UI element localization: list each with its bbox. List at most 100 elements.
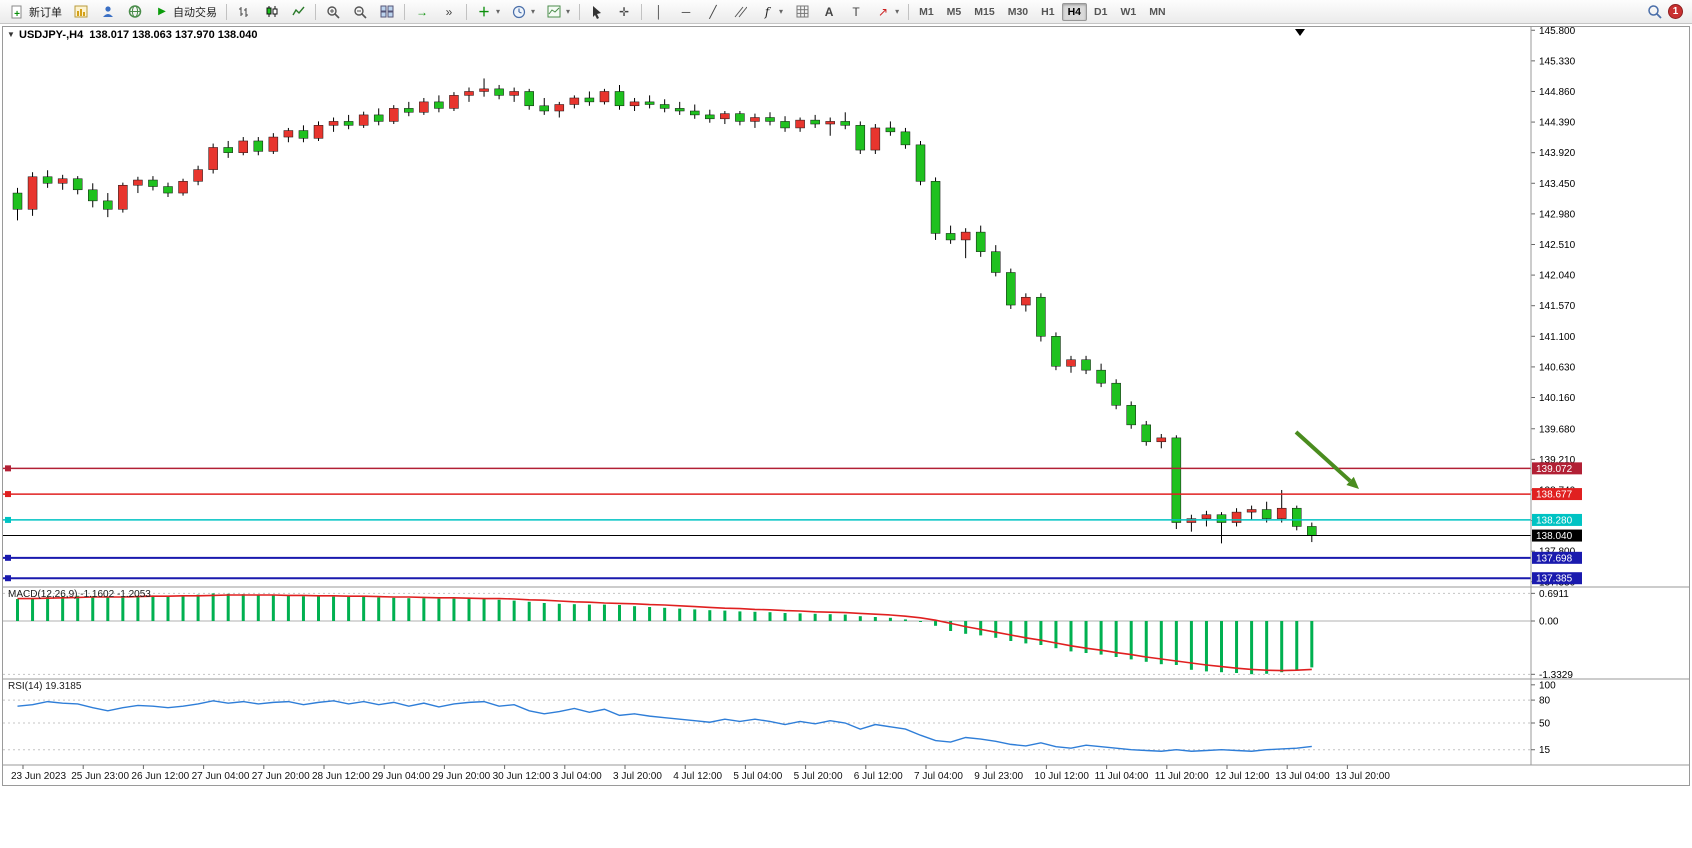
cursor-button[interactable] (584, 2, 610, 22)
timeframe-m5-button[interactable]: M5 (946, 5, 962, 18)
svg-text:7 Jul 04:00: 7 Jul 04:00 (914, 771, 963, 782)
svg-text:13 Jul 04:00: 13 Jul 04:00 (1275, 771, 1330, 782)
svg-text:27 Jun 20:00: 27 Jun 20:00 (252, 771, 310, 782)
svg-text:142.510: 142.510 (1539, 240, 1576, 251)
candles-layer (12, 78, 1317, 544)
horizontal-line-icon: ─ (681, 4, 691, 19)
text-button[interactable]: A (816, 2, 842, 22)
annotation-arrow[interactable] (1294, 430, 1359, 489)
svg-text:28 Jun 12:00: 28 Jun 12:00 (312, 771, 370, 782)
svg-text:3 Jul 04:00: 3 Jul 04:00 (553, 771, 602, 782)
charts-window-button[interactable] (68, 2, 94, 22)
clock-icon (511, 4, 527, 19)
svg-text:25 Jun 23:00: 25 Jun 23:00 (71, 771, 129, 782)
svg-text:80: 80 (1539, 696, 1551, 707)
chevron-down-icon: ▾ (531, 7, 536, 16)
tile-windows-button[interactable] (374, 2, 400, 22)
zoom-out-button[interactable] (347, 2, 373, 22)
toolbar-separator (579, 3, 581, 20)
chart-shift-icon: » (445, 4, 453, 19)
svg-text:+: + (14, 9, 20, 19)
market-watch-icon (100, 4, 116, 19)
macd-signal-line (17, 594, 1312, 672)
svg-text:10 Jul 12:00: 10 Jul 12:00 (1034, 771, 1089, 782)
horizontal-levels: 139.072 138.677 138.280 137.698 137.385 138.0… (3, 462, 1582, 585)
crosshair-icon: ✛ (619, 4, 630, 19)
svg-text:139.680: 139.680 (1539, 424, 1576, 435)
timeframe-h1-button[interactable]: H1 (1041, 5, 1055, 18)
line-chart-icon (290, 4, 306, 19)
svg-text:145.330: 145.330 (1539, 56, 1576, 67)
timeframe-m1-button[interactable]: M1 (919, 5, 934, 18)
timeframe-w1-button[interactable]: W1 (1120, 5, 1137, 18)
timeframe-m15-button[interactable]: M15 (974, 5, 995, 18)
autotrading-button[interactable]: ▶ 自动交易 (149, 2, 222, 22)
hline-handle[interactable] (5, 575, 11, 582)
svg-text:138.040: 138.040 (1536, 531, 1573, 542)
svg-text:30 Jun 12:00: 30 Jun 12:00 (493, 771, 551, 782)
chart-canvas[interactable]: 145.800 145.330 144.860 144.390 143.920 143.4… (3, 27, 1689, 785)
svg-text:11 Jul 20:00: 11 Jul 20:00 (1155, 771, 1209, 782)
svg-text:100: 100 (1539, 680, 1556, 691)
data-window-icon (127, 4, 143, 19)
hline-handle[interactable] (5, 516, 11, 523)
timeframe-mn-button[interactable]: MN (1149, 5, 1166, 18)
vertical-line-button[interactable]: │ (646, 2, 672, 22)
svg-text:6 Jul 12:00: 6 Jul 12:00 (854, 771, 903, 782)
toolbar-separator (466, 3, 467, 20)
trendline-button[interactable]: ╱ (700, 2, 726, 22)
shapes-button[interactable] (789, 2, 815, 22)
alerts-badge[interactable]: 1 (1668, 4, 1683, 19)
templates-button[interactable]: ▾ (541, 2, 575, 22)
price-axis: 145.800 145.330 144.860 144.390 143.920 143.4… (1531, 27, 1576, 588)
new-order-button[interactable]: + 新订单 (5, 2, 67, 22)
svg-text:0.00: 0.00 (1539, 617, 1559, 628)
svg-text:-1.3329: -1.3329 (1539, 670, 1573, 681)
templates-icon (546, 4, 562, 19)
zoom-in-button[interactable] (320, 2, 346, 22)
svg-text:138.280: 138.280 (1536, 515, 1573, 526)
svg-text:141.570: 141.570 (1539, 301, 1576, 312)
bar-chart-icon (236, 4, 252, 19)
hline-handle[interactable] (5, 491, 11, 498)
text-label-button[interactable]: T (843, 2, 869, 22)
auto-scroll-icon: → (416, 4, 428, 19)
fibonacci-icon: f (764, 4, 770, 19)
search-icon[interactable] (1646, 4, 1662, 19)
autotrading-label: 自动交易 (173, 6, 217, 19)
svg-text:144.390: 144.390 (1539, 118, 1576, 129)
macd-indicator-label: MACD(12,26,9) -1.1602 -1.2053 (8, 589, 151, 600)
bar-chart-button[interactable] (231, 2, 257, 22)
toolbar-separator (315, 3, 316, 20)
auto-scroll-button[interactable]: → (409, 2, 435, 22)
periods-button[interactable]: ▾ (506, 2, 540, 22)
indicators-button[interactable]: ＋ ▾ (471, 2, 505, 22)
timeframe-h4-button[interactable]: H4 (1061, 2, 1088, 21)
data-window-button[interactable] (122, 2, 148, 22)
hline-handle[interactable] (5, 465, 11, 472)
cursor-icon (589, 4, 605, 19)
text-icon: A (824, 4, 834, 19)
hline-handle[interactable] (5, 554, 11, 561)
arrows-button[interactable]: ↗ ▾ (870, 2, 904, 22)
svg-text:137.385: 137.385 (1536, 574, 1573, 585)
channel-button[interactable] (727, 2, 753, 22)
timeframe-d1-button[interactable]: D1 (1094, 5, 1108, 18)
svg-text:144.860: 144.860 (1539, 87, 1576, 98)
candlestick-chart-button[interactable] (258, 2, 284, 22)
crosshair-button[interactable]: ✛ (611, 2, 637, 22)
svg-text:142.980: 142.980 (1539, 209, 1576, 220)
fibonacci-button[interactable]: f ▾ (754, 2, 788, 22)
chart-collapse-icon[interactable]: ▼ (7, 30, 15, 39)
horizontal-line-button[interactable]: ─ (673, 2, 699, 22)
chevron-down-icon: ▾ (779, 7, 784, 16)
rsi-line (17, 700, 1312, 752)
chart-shift-button[interactable]: » (436, 2, 462, 22)
line-chart-button[interactable] (285, 2, 311, 22)
autotrading-play-icon: ▶ (158, 6, 166, 17)
svg-text:13 Jul 20:00: 13 Jul 20:00 (1335, 771, 1390, 782)
market-watch-button[interactable] (95, 2, 121, 22)
timeframe-m30-button[interactable]: M30 (1007, 5, 1029, 18)
chart-ohlc-title: USDJPY-,H4 138.017 138.063 137.970 138.0… (19, 29, 258, 41)
macd-pane: 0.6911 0.00 -1.3329 (3, 589, 1573, 681)
